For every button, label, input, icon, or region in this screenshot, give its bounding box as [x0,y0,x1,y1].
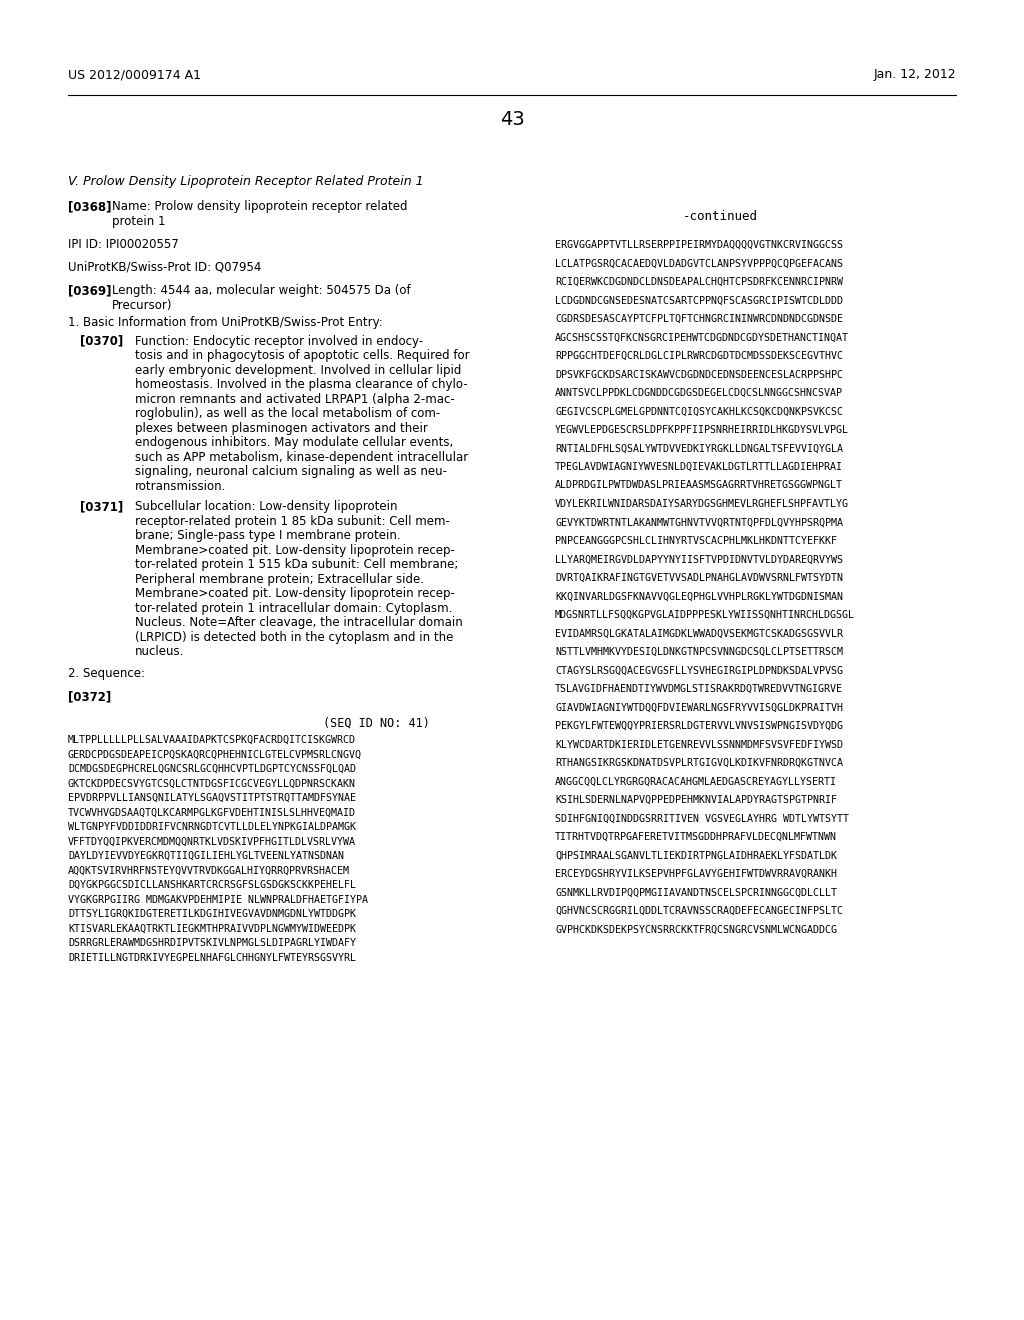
Text: SDIHFGNIQQINDDGSRRITIVEN VGSVEGLAYHRG WDTLYWTSYTT: SDIHFGNIQQINDDGSRRITIVEN VGSVEGLAYHRG WD… [555,813,849,824]
Text: KLYWCDARTDKIERIDLETGENREVVLSSNNMDMFSVSVFEDFIYWSD: KLYWCDARTDKIERIDLETGENREVVLSSNNMDMFSVSVF… [555,739,843,750]
Text: homeostasis. Involved in the plasma clearance of chylo-: homeostasis. Involved in the plasma clea… [135,379,468,391]
Text: [0371]: [0371] [80,500,123,513]
Text: [0368]: [0368] [68,201,112,213]
Text: VYGKGRPGIIRG MDMGAKVPDEHMIPIE NLWNPRALDFHAETGFIYPA: VYGKGRPGIIRG MDMGAKVPDEHMIPIE NLWNPRALDF… [68,895,368,904]
Text: QHPSIMRAALSGANVLTLIEKDIRTPNGLAIDHRAEKLYFSDATLDK: QHPSIMRAALSGANVLTLIEKDIRTPNGLAIDHRAEKLYF… [555,850,837,861]
Text: 43: 43 [500,110,524,129]
Text: YEGWVLEPDGESCRSLDPFKPPFIIPSNRHEIRRIDLHKGDYSVLVPGL: YEGWVLEPDGESCRSLDPFKPPFIIPSNRHEIRRIDLHKG… [555,425,849,436]
Text: V. Prolow Density Lipoprotein Receptor Related Protein 1: V. Prolow Density Lipoprotein Receptor R… [68,176,424,187]
Text: KKQINVARLDGSFKNAVVQGLEQPHGLVVHPLRGKLYWTDGDNISMAN: KKQINVARLDGSFKNAVVQGLEQPHGLVVHPLRGKLYWTD… [555,591,843,602]
Text: GERDCPDGSDEAPEICPQSKAQRCQPHEHNICLGTELCVPMSRLCNGVQ: GERDCPDGSDEAPEICPQSKAQRCQPHEHNICLGTELCVP… [68,750,362,759]
Text: [0369]: [0369] [68,284,112,297]
Text: TSLAVGIDFHAENDTIYWVDMGLSTISRAKRDQTWREDVVTNGIGRVE: TSLAVGIDFHAENDTIYWVDMGLSTISRAKRDQTWREDVV… [555,684,843,694]
Text: nucleus.: nucleus. [135,645,184,659]
Text: plexes between plasminogen activators and their: plexes between plasminogen activators an… [135,422,428,434]
Text: Membrane>coated pit. Low-density lipoprotein recep-: Membrane>coated pit. Low-density lipopro… [135,587,455,601]
Text: GVPHCKDKSDEKPSYCNSRRCKKTFRQCSNGRCVSNMLWCNGADDCG: GVPHCKDKSDEKPSYCNSRRCKKTFRQCSNGRCVSNMLWC… [555,924,837,935]
Text: IPI ID: IPI00020557: IPI ID: IPI00020557 [68,238,179,251]
Text: (SEQ ID NO: 41): (SEQ ID NO: 41) [324,717,430,729]
Text: Length: 4544 aa, molecular weight: 504575 Da (of: Length: 4544 aa, molecular weight: 50457… [112,284,411,297]
Text: (LRPICD) is detected both in the cytoplasm and in the: (LRPICD) is detected both in the cytopla… [135,631,454,644]
Text: NSTTLVMHMKVYDESIQLDNKGTNPCSVNNGDCSQLCLPTSETTRSCM: NSTTLVMHMKVYDESIQLDNKGTNPCSVNNGDCSQLCLPT… [555,647,843,657]
Text: DAYLDYIEVVDYEGKRQTIIQGILIEHLYGLTVEENLYATNSDNAN: DAYLDYIEVVDYEGKRQTIIQGILIEHLYGLTVEENLYAT… [68,851,344,861]
Text: Name: Prolow density lipoprotein receptor related: Name: Prolow density lipoprotein recepto… [112,201,408,213]
Text: ANGGCQQLCLYRGRGQRACACAHGMLAEDGASCREYAGYLLYSERTI: ANGGCQQLCLYRGRGQRACACAHGMLAEDGASCREYAGYL… [555,776,837,787]
Text: 1. Basic Information from UniProtKB/Swiss-Prot Entry:: 1. Basic Information from UniProtKB/Swis… [68,315,383,329]
Text: [0372]: [0372] [68,690,112,704]
Text: -continued: -continued [683,210,758,223]
Text: QGHVNCSCRGGRILQDDLTCRAVNSSCRAQDEFECANGECINFPSLTC: QGHVNCSCRGGRILQDDLTCRAVNSSCRAQDEFECANGEC… [555,906,843,916]
Text: early embryonic development. Involved in cellular lipid: early embryonic development. Involved in… [135,364,462,376]
Text: KTISVARLEKAAQTRKTLIEGKMTHPRAIVVDPLNGWMYWIDWEEDPK: KTISVARLEKAAQTRKTLIEGKMTHPRAIVVDPLNGWMYW… [68,924,356,933]
Text: DTTSYLIGRQKIDGTERETILKDGIHIVEGVAVDNMGDNLYWTDDGPK: DTTSYLIGRQKIDGTERETILKDGIHIVEGVAVDNMGDNL… [68,909,356,919]
Text: DSRRGRLERAWMDGSHRDIPVTSKIVLNPMGLSLDIPAGRLYIWDAFY: DSRRGRLERAWMDGSHRDIPVTSKIVLNPMGLSLDIPAGR… [68,939,356,948]
Text: EPVDRPPVLLIANSQNILATYLSGAQVSTITPTSTRQTTAMDFSYNAE: EPVDRPPVLLIANSQNILATYLSGAQVSTITPTSTRQTTA… [68,793,356,803]
Text: Peripheral membrane protein; Extracellular side.: Peripheral membrane protein; Extracellul… [135,573,424,586]
Text: ERGVGGAPPTVTLLRSERPPIPEIRMYDAQQQQVGTNKCRVINGGCSS: ERGVGGAPPTVTLLRSERPPIPEIRMYDAQQQQVGTNKCR… [555,240,843,249]
Text: rotransmission.: rotransmission. [135,480,226,492]
Text: brane; Single-pass type I membrane protein.: brane; Single-pass type I membrane prote… [135,529,400,543]
Text: TITRHTVDQTRPGAFERETVITMSGDDHPRAFVLDECQNLMFWTNWN: TITRHTVDQTRPGAFERETVITMSGDDHPRAFVLDECQNL… [555,832,837,842]
Text: KSIHLSDERNLNAPVQPPEDPEHMKNVIALAPDYRAGTSPGTPNRIF: KSIHLSDERNLNAPVQPPEDPEHMKNVIALAPDYRAGTSP… [555,795,837,805]
Text: GEVYKTDWRTNTLAKANMWTGHNVTVVQRTNTQPFDLQVYHPSRQPMA: GEVYKTDWRTNTLAKANMWTGHNVTVVQRTNTQPFDLQVY… [555,517,843,528]
Text: micron remnants and activated LRPAP1 (alpha 2-mac-: micron remnants and activated LRPAP1 (al… [135,393,455,405]
Text: receptor-related protein 1 85 kDa subunit: Cell mem-: receptor-related protein 1 85 kDa subuni… [135,515,450,528]
Text: DPSVKFGCKDSARCISKAWVCDGDNDCEDNSDEENCESLACRPPSHPC: DPSVKFGCKDSARCISKAWVCDGDNDCEDNSDEENCESLA… [555,370,843,380]
Text: Nucleus. Note=After cleavage, the intracellular domain: Nucleus. Note=After cleavage, the intrac… [135,616,463,630]
Text: MDGSNRTLLFSQQKGPVGLAIDPPPESKLYWIISSQNHTINRCHLDGSGL: MDGSNRTLLFSQQKGPVGLAIDPPPESKLYWIISSQNHTI… [555,610,855,620]
Text: protein 1: protein 1 [112,214,166,227]
Text: EVIDAMRSQLGKATALAIMGDKLWWADQVSEKMGTCSKADGSGSVVLR: EVIDAMRSQLGKATALAIMGDKLWWADQVSEKMGTCSKAD… [555,628,843,639]
Text: roglobulin), as well as the local metabolism of com-: roglobulin), as well as the local metabo… [135,408,440,420]
Text: AGCSHSCSSTQFKCNSGRCIPEHWTCDGDNDCGDYSDETHANCTINQAT: AGCSHSCSSTQFKCNSGRCIPEHWTCDGDNDCGDYSDETH… [555,333,849,342]
Text: RTHANGSIKRGSKDNATDSVPLRTGIGVQLKDIKVFNRDRQKGTNVCA: RTHANGSIKRGSKDNATDSVPLRTGIGVQLKDIKVFNRDR… [555,758,843,768]
Text: PEKGYLFWTEWQQYPRIERSRLDGTERVVLVNVSISWPNGISVDYQDG: PEKGYLFWTEWQQYPRIERSRLDGTERVVLVNVSISWPNG… [555,721,843,731]
Text: Subcellular location: Low-density lipoprotein: Subcellular location: Low-density lipopr… [135,500,397,513]
Text: tor-related protein 1 515 kDa subunit: Cell membrane;: tor-related protein 1 515 kDa subunit: C… [135,558,459,572]
Text: tor-related protein 1 intracellular domain: Cytoplasm.: tor-related protein 1 intracellular doma… [135,602,453,615]
Text: PNPCEANGGGPCSHLCLIHNYRTVSCACPHLMKLHKDNTTCYEFKKF: PNPCEANGGGPCSHLCLIHNYRTVSCACPHLMKLHKDNTT… [555,536,837,546]
Text: VFFTDYQQIPKVERCMDMQQNRTKLVDSKIVPFHGITLDLVSRLVYWA: VFFTDYQQIPKVERCMDMQQNRTKLVDSKIVPFHGITLDL… [68,837,356,846]
Text: GKTCKDPDECSVYGTCSQLCTNTDGSFICGCVEGYLLQDPNRSCKAKN: GKTCKDPDECSVYGTCSQLCTNTDGSFICGCVEGYLLQDP… [68,779,356,788]
Text: GIAVDWIAGNIYWTDQQFDVIEWARLNGSFRYVVISQGLDKPRAITVH: GIAVDWIAGNIYWTDQQFDVIEWARLNGSFRYVVISQGLD… [555,702,843,713]
Text: Precursor): Precursor) [112,298,172,312]
Text: tosis and in phagocytosis of apoptotic cells. Required for: tosis and in phagocytosis of apoptotic c… [135,350,470,363]
Text: MLTPPLLLLLPLLSALVAAAIDAPKTCSPKQFACRDQITCISKGWRCD: MLTPPLLLLLPLLSALVAAAIDAPKTCSPKQFACRDQITC… [68,735,356,744]
Text: 2. Sequence:: 2. Sequence: [68,667,145,680]
Text: DRIETILLNGTDRKIVYEGPELNHAFGLCHHGNYLFWTEYRSGSVYRL: DRIETILLNGTDRKIVYEGPELNHAFGLCHHGNYLFWTEY… [68,953,356,962]
Text: LLYARQMEIRGVDLDAPYYNYIISFTVPDIDNVTVLDYDAREQRVYWS: LLYARQMEIRGVDLDAPYYNYIISFTVPDIDNVTVLDYDA… [555,554,843,565]
Text: VDYLEKRILWNIDARSDAIYSARYDGSGHMEVLRGHEFLSHPFAVTLYG: VDYLEKRILWNIDARSDAIYSARYDGSGHMEVLRGHEFLS… [555,499,849,510]
Text: [0370]: [0370] [80,335,123,348]
Text: RCIQERWKCDGDNDCLDNSDEAPALCHQHTCPSDRFKCENNRCIPNRW: RCIQERWKCDGDNDCLDNSDEAPALCHQHTCPSDRFKCEN… [555,277,843,286]
Text: ALDPRDGILPWTDWDASLPRIEAASMSGAGRRTVHRETGSGGWPNGLT: ALDPRDGILPWTDWDASLPRIEAASMSGAGRRTVHRETGS… [555,480,843,491]
Text: LCLATPGSRQCACAEDQVLDADGVTCLANPSYVPPPQCQPGEFACANS: LCLATPGSRQCACAEDQVLDADGVTCLANPSYVPPPQCQP… [555,259,843,268]
Text: such as APP metabolism, kinase-dependent intracellular: such as APP metabolism, kinase-dependent… [135,451,468,463]
Text: RNTIALDFHLSQSALYWTDVVEDKIYRGKLLDNGALTSFEVVIQYGLA: RNTIALDFHLSQSALYWTDVVEDKIYRGKLLDNGALTSFE… [555,444,843,454]
Text: ERCEYDGSHRYVILKSEPVHPFGLAVYGEHIFWTDWVRRAVQRANKH: ERCEYDGSHRYVILKSEPVHPFGLAVYGEHIFWTDWVRRA… [555,869,837,879]
Text: ANNTSVCLPPDKLCDGNDDCGDGSDEGELCDQCSLNNGGCSHNCSVAP: ANNTSVCLPPDKLCDGNDDCGDGSDEGELCDQCSLNNGGC… [555,388,843,399]
Text: Function: Endocytic receptor involved in endocy-: Function: Endocytic receptor involved in… [135,335,423,348]
Text: TVCWVHVGDSAAQTQLKCARMPGLKGFVDEHTINISLSLHHVEQMAID: TVCWVHVGDSAAQTQLKCARMPGLKGFVDEHTINISLSLH… [68,808,356,817]
Text: GEGIVCSCPLGMELGPDNNTCQIQSYCAKHLKCSQKCDQNKPSVKCSC: GEGIVCSCPLGMELGPDNNTCQIQSYCAKHLKCSQKCDQN… [555,407,843,417]
Text: DVRTQAIKRAFINGTGVETVVSADLPNAHGLAVDWVSRNLFWTSYDTN: DVRTQAIKRAFINGTGVETVVSADLPNAHGLAVDWVSRNL… [555,573,843,583]
Text: US 2012/0009174 A1: US 2012/0009174 A1 [68,69,201,81]
Text: CTAGYSLRSGQQACEGVGSFLLYSVHEGIRGIPLDPNDKSDALVPVSG: CTAGYSLRSGQQACEGVGSFLLYSVHEGIRGIPLDPNDKS… [555,665,843,676]
Text: GSNMKLLRVDIPQQPMGIIAVANDTNSCELSPCRINNGGCQDLCLLT: GSNMKLLRVDIPQQPMGIIAVANDTNSCELSPCRINNGGC… [555,887,837,898]
Text: endogenous inhibitors. May modulate cellular events,: endogenous inhibitors. May modulate cell… [135,437,454,449]
Text: CGDRSDESASCAYPTCFPLTQFTCHNGRCININWRCDNDNDCGDNSDE: CGDRSDESASCAYPTCFPLTQFTCHNGRCININWRCDNDN… [555,314,843,323]
Text: DQYGKPGGCSDICLLANSHKARTCRCRSGFSLGSDGKSCKKPEHELFL: DQYGKPGGCSDICLLANSHKARTCRCRSGFSLGSDGKSCK… [68,880,356,890]
Text: UniProtKB/Swiss-Prot ID: Q07954: UniProtKB/Swiss-Prot ID: Q07954 [68,261,261,275]
Text: WLTGNPYFVDDIDDRIFVCNRNGDTCVTLLDLELYNPKGIALDPAMGK: WLTGNPYFVDDIDDRIFVCNRNGDTCVTLLDLELYNPKGI… [68,822,356,832]
Text: TPEGLAVDWIAGNIYWVESNLDQIEVAKLDGTLRTTLLAGDIEHPRAI: TPEGLAVDWIAGNIYWVESNLDQIEVAKLDGTLRTTLLAG… [555,462,843,473]
Text: RPPGGCHTDEFQCRLDGLCIPLRWRCDGDTDCMDSSDEKSCEGVTHVC: RPPGGCHTDEFQCRLDGLCIPLRWRCDGDTDCMDSSDEKS… [555,351,843,360]
Text: signaling, neuronal calcium signaling as well as neu-: signaling, neuronal calcium signaling as… [135,466,447,478]
Text: AQQKTSVIRVHRFNSTEYQVVTRVDKGGALHIYQRRQPRVRSHACEM: AQQKTSVIRVHRFNSTEYQVVTRVDKGGALHIYQRRQPRV… [68,866,350,875]
Text: Jan. 12, 2012: Jan. 12, 2012 [873,69,956,81]
Text: DCMDGSDEGPHCRELQGNCSRLGCQHHCVPTLDGPTCYCNSSFQLQAD: DCMDGSDEGPHCRELQGNCSRLGCQHHCVPTLDGPTCYCN… [68,764,356,774]
Text: Membrane>coated pit. Low-density lipoprotein recep-: Membrane>coated pit. Low-density lipopro… [135,544,455,557]
Text: LCDGDNDCGNSEDESNATCSARTCPPNQFSCASGRCIPISWTCDLDDD: LCDGDNDCGNSEDESNATCSARTCPPNQFSCASGRCIPIS… [555,296,843,305]
